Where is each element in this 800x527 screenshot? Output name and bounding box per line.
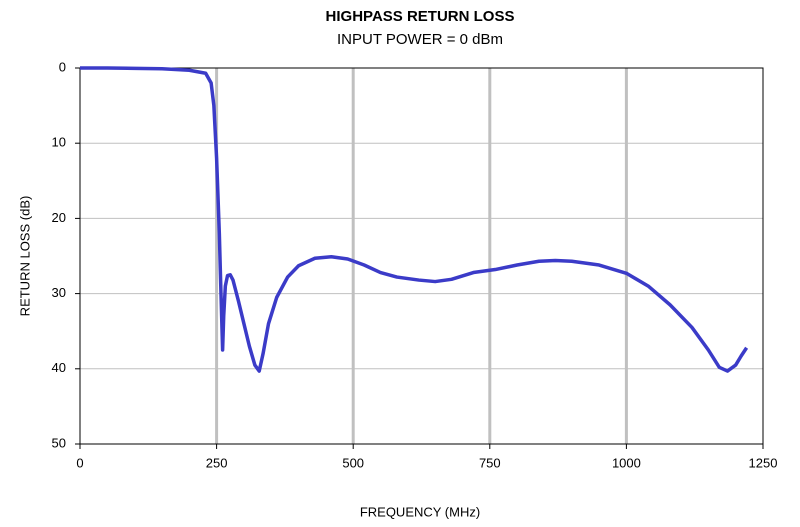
data-line [80, 66, 749, 373]
y-tick-label: 10 [52, 135, 66, 150]
y-tick-label: 20 [52, 210, 66, 225]
y-tick-label: 0 [59, 59, 66, 74]
plot-frame [79, 67, 764, 445]
y-tick-label: 40 [52, 360, 66, 375]
x-axis-label: FREQUENCY (MHz) [360, 504, 480, 519]
x-tick-label: 0 [76, 455, 83, 470]
x-tick-label: 1250 [749, 455, 778, 470]
chart-title: HIGHPASS RETURN LOSS [326, 8, 515, 25]
chart-subtitle: INPUT POWER = 0 dBm [337, 31, 503, 48]
x-tick-label: 750 [479, 455, 501, 470]
y-axis-label: RETURN LOSS (dB) [17, 196, 32, 317]
x-tick-label: 250 [206, 455, 228, 470]
y-tick-label: 30 [52, 285, 66, 300]
x-tick-label: 1000 [612, 455, 641, 470]
x-tick-label: 500 [342, 455, 364, 470]
y-tick-label: 50 [52, 435, 66, 450]
